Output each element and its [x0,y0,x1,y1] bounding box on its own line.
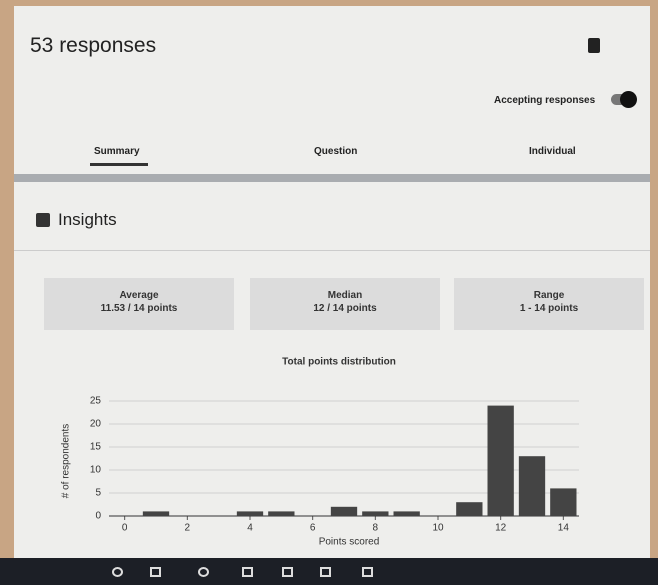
x-tick-label: 12 [495,523,507,534]
stat-card: Average 11.53 / 14 points [44,278,234,330]
chart: Total points distribution # of responden… [14,346,650,556]
x-tick-label: 0 [122,523,128,534]
tab-underline [90,163,148,166]
stat-value: 11.53 / 14 points [44,303,234,314]
y-tick-label: 0 [95,511,101,522]
insights-icon [36,213,50,227]
tab[interactable]: Question [314,146,357,157]
x-tick-label: 10 [432,523,444,534]
bar [143,511,169,516]
y-tick-label: 15 [90,442,102,453]
tab[interactable]: Individual [529,146,576,157]
stat-label: Range [454,290,644,301]
bar [331,507,357,516]
taskbar-icon[interactable] [242,567,253,577]
taskbar [0,558,658,585]
bar [488,406,514,516]
y-tick-label: 10 [90,465,102,476]
bar [268,511,294,516]
taskbar-icon[interactable] [282,567,293,577]
x-tick-label: 2 [185,523,191,534]
x-tick-label: 4 [247,523,253,534]
y-tick-label: 20 [90,419,102,430]
separator [14,174,650,182]
taskbar-icon[interactable] [362,567,373,577]
y-axis-label: # of respondents [61,424,72,499]
chart-title: Total points distribution [282,357,396,368]
accepting-label: Accepting responses [494,95,595,106]
bar [394,511,420,516]
bar [456,502,482,516]
stat-value: 12 / 14 points [250,303,440,314]
stat-value: 1 - 14 points [454,303,644,314]
accepting-toggle[interactable] [611,94,633,105]
x-tick-label: 6 [310,523,316,534]
responses-title: 53 responses [30,34,156,58]
stat-card: Median 12 / 14 points [250,278,440,330]
taskbar-icon[interactable] [112,567,123,577]
x-axis-label: Points scored [319,537,380,548]
x-tick-label: 14 [558,523,570,534]
bar [362,511,388,516]
tab[interactable]: Summary [94,146,140,157]
separator [14,250,650,251]
bar [519,456,545,516]
bar [237,511,263,516]
stat-label: Median [250,290,440,301]
page: 53 responses Accepting responses Summary… [0,0,658,585]
insights-title: Insights [58,210,117,230]
taskbar-icon[interactable] [150,567,161,577]
y-tick-label: 25 [90,396,102,407]
stat-card: Range 1 - 14 points [454,278,644,330]
taskbar-icon[interactable] [320,567,331,577]
screen: 53 responses Accepting responses Summary… [14,6,650,558]
taskbar-icon[interactable] [198,567,209,577]
x-tick-label: 8 [373,523,379,534]
delete-icon[interactable] [588,38,600,53]
y-tick-label: 5 [95,488,101,499]
stat-label: Average [44,290,234,301]
bar [550,488,576,516]
